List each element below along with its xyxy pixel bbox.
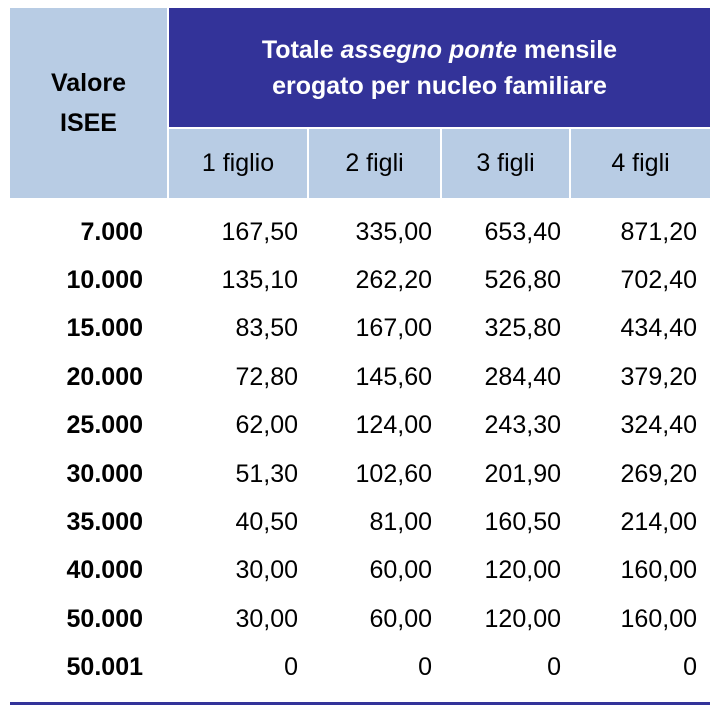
amount-cell: 0 <box>284 653 298 682</box>
isee-header-line1: Valore <box>50 69 127 97</box>
isee-value: 40.000 <box>66 556 143 585</box>
isee-value: 50.000 <box>66 604 143 633</box>
amount-cell: 526,80 <box>484 266 561 295</box>
isee-value: 35.000 <box>66 508 143 537</box>
isee-value: 10.000 <box>66 266 143 295</box>
amount-cell: 83,50 <box>235 314 298 343</box>
table-title: Totale assegno ponte mensile erogato per… <box>169 8 710 127</box>
title-italic: assegno ponte <box>340 35 518 64</box>
column-header-1-figlio: 1 figlio <box>169 129 307 198</box>
amount-cell: 81,00 <box>369 508 432 537</box>
table-bottom-border <box>10 702 710 705</box>
isee-value: 7.000 <box>80 217 143 246</box>
table-row: 7.000 167,50 335,00 653,40 871,20 <box>10 208 710 256</box>
amount-cell: 167,50 <box>221 217 298 246</box>
column-header-4-figli: 4 figli <box>571 129 710 198</box>
amount-cell: 135,10 <box>221 266 298 295</box>
amount-cell: 434,40 <box>620 314 697 343</box>
amount-cell: 214,00 <box>620 508 697 537</box>
isee-value: 30.000 <box>66 459 143 488</box>
amount-cell: 72,80 <box>235 362 298 391</box>
column-header-2-figli: 2 figli <box>309 129 440 198</box>
amount-cell: 60,00 <box>369 556 432 585</box>
amount-cell: 160,00 <box>620 604 697 633</box>
table-body: 7.000 167,50 335,00 653,40 871,20 10.000 135,1… <box>10 208 710 692</box>
amount-cell: 120,00 <box>484 604 561 633</box>
amount-cell: 51,30 <box>235 459 298 488</box>
amount-cell: 145,60 <box>355 362 432 391</box>
assegno-table: Valore ISEE Totale assegno ponte mensile… <box>10 8 710 705</box>
amount-cell: 62,00 <box>235 411 298 440</box>
table-row: 40.000 30,00 60,00 120,00 160,00 <box>10 547 710 595</box>
amount-cell: 120,00 <box>484 556 561 585</box>
amount-cell: 243,30 <box>484 411 561 440</box>
amount-cell: 324,40 <box>620 411 697 440</box>
column-header-3-figli: 3 figli <box>442 129 569 198</box>
title-line2: erogato per nucleo familiare <box>272 71 607 100</box>
amount-cell: 269,20 <box>620 459 697 488</box>
isee-value: 50.001 <box>66 653 143 682</box>
table-row: 15.000 83,50 167,00 325,80 434,40 <box>10 305 710 353</box>
children-column-headers: 1 figlio 2 figli 3 figli 4 figli <box>169 129 710 198</box>
amount-cell: 335,00 <box>355 217 432 246</box>
isee-value: 25.000 <box>66 411 143 440</box>
amount-cell: 60,00 <box>369 604 432 633</box>
amount-cell: 379,20 <box>620 362 697 391</box>
amount-cell: 702,40 <box>620 266 697 295</box>
table-row: 35.000 40,50 81,00 160,50 214,00 <box>10 498 710 546</box>
amount-cell: 102,60 <box>355 459 432 488</box>
amount-cell: 40,50 <box>235 508 298 537</box>
title-part1: Totale <box>261 35 341 64</box>
title-part2: mensile <box>517 35 618 64</box>
amount-cell: 201,90 <box>484 459 561 488</box>
table-row: 20.000 72,80 145,60 284,40 379,20 <box>10 353 710 401</box>
table-row: 50.001 0 0 0 0 <box>10 644 710 692</box>
amount-cell: 325,80 <box>484 314 561 343</box>
amount-cell: 167,00 <box>355 314 432 343</box>
amount-cell: 0 <box>683 653 697 682</box>
table-row: 25.000 62,00 124,00 243,30 324,40 <box>10 402 710 450</box>
amount-cell: 30,00 <box>235 604 298 633</box>
amount-cell: 871,20 <box>620 217 697 246</box>
amount-cell: 0 <box>547 653 561 682</box>
isee-header-line2: ISEE <box>60 109 117 137</box>
amount-cell: 30,00 <box>235 556 298 585</box>
isee-value: 20.000 <box>66 362 143 391</box>
amount-cell: 160,00 <box>620 556 697 585</box>
table-header: Valore ISEE Totale assegno ponte mensile… <box>10 8 710 198</box>
amount-cell: 0 <box>418 653 432 682</box>
amount-cell: 284,40 <box>484 362 561 391</box>
table-row: 10.000 135,10 262,20 526,80 702,40 <box>10 256 710 304</box>
table-row: 30.000 51,30 102,60 201,90 269,20 <box>10 450 710 498</box>
isee-value: 15.000 <box>66 314 143 343</box>
table-row: 50.000 30,00 60,00 120,00 160,00 <box>10 595 710 643</box>
amount-cell: 262,20 <box>355 266 432 295</box>
amount-cell: 160,50 <box>484 508 561 537</box>
amount-cell: 124,00 <box>355 411 432 440</box>
amount-cell: 653,40 <box>484 217 561 246</box>
isee-column-header: Valore ISEE <box>10 8 167 198</box>
